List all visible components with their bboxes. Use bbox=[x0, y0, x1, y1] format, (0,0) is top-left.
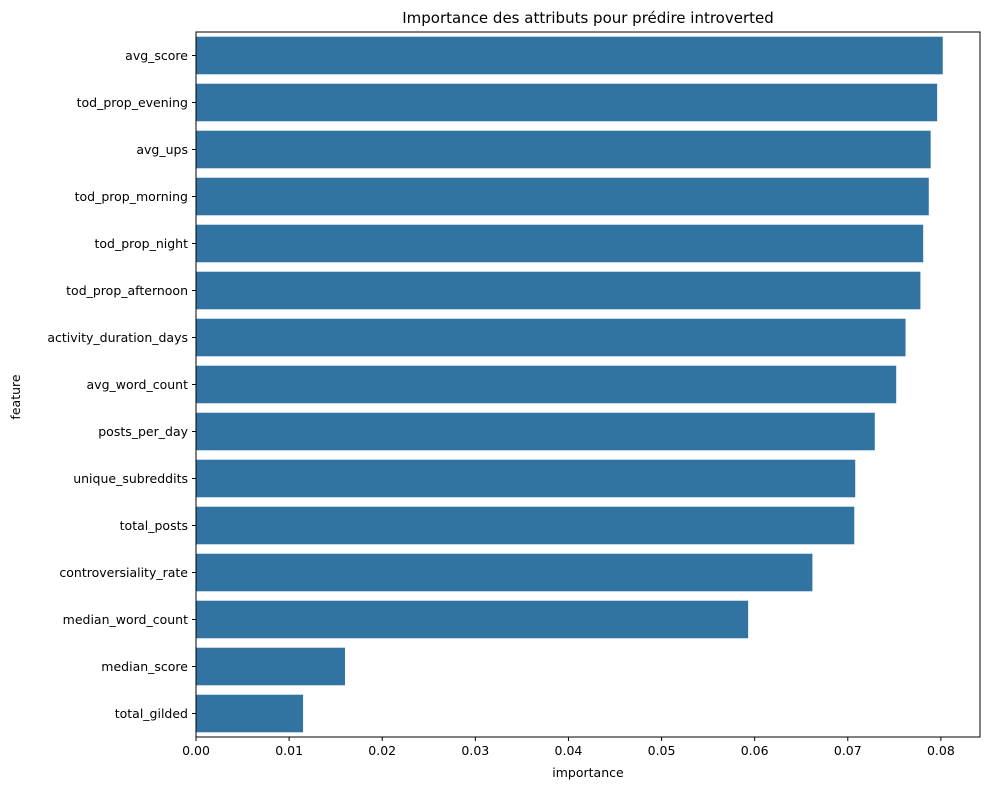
y-tick-label: tod_prop_evening bbox=[77, 95, 188, 110]
bar-activity-duration-days bbox=[196, 318, 906, 357]
bar-median-word-count bbox=[196, 600, 749, 639]
y-tick-label: unique_subreddits bbox=[73, 471, 188, 486]
y-tick-label: avg_score bbox=[125, 48, 188, 63]
y-tick-label: controversiality_rate bbox=[59, 565, 188, 580]
x-axis-label: importance bbox=[552, 765, 624, 780]
y-tick-label: avg_word_count bbox=[87, 377, 189, 392]
y-tick-labels: avg_score tod_prop_evening avg_ups tod_prop… bbox=[47, 48, 196, 721]
y-tick-label: posts_per_day bbox=[98, 424, 188, 439]
y-tick-label: total_gilded bbox=[115, 706, 188, 721]
y-tick-label: avg_ups bbox=[136, 142, 188, 157]
y-tick-label: tod_prop_afternoon bbox=[66, 283, 188, 298]
bar-median-score bbox=[196, 647, 345, 686]
bar-avg-ups bbox=[196, 130, 931, 169]
x-ticks: 0.00 0.01 0.02 0.03 0.04 0.05 0.06 0.07 0.08 bbox=[182, 737, 955, 758]
x-tick-label: 0.04 bbox=[555, 743, 583, 758]
x-tick-label: 0.07 bbox=[834, 743, 862, 758]
bar-tod-prop-night bbox=[196, 224, 924, 263]
bar-tod-prop-morning bbox=[196, 177, 929, 216]
x-tick-label: 0.05 bbox=[648, 743, 676, 758]
y-tick-label: tod_prop_night bbox=[94, 236, 188, 251]
plot-frame bbox=[195, 31, 981, 738]
y-tick-label: total_posts bbox=[120, 518, 188, 533]
bar-total-posts bbox=[196, 506, 855, 545]
bar-avg-word-count bbox=[196, 365, 897, 404]
bar-unique-subreddits bbox=[196, 459, 856, 498]
y-tick-label: median_word_count bbox=[63, 612, 188, 627]
y-tick-label: tod_prop_morning bbox=[75, 189, 188, 204]
bars-group bbox=[196, 36, 943, 733]
bar-avg-score bbox=[196, 36, 943, 75]
x-tick-label: 0.03 bbox=[461, 743, 489, 758]
bar-tod-prop-evening bbox=[196, 83, 938, 122]
bar-posts-per-day bbox=[196, 412, 875, 451]
bar-total-gilded bbox=[196, 694, 304, 733]
bar-controversiality-rate bbox=[196, 553, 813, 592]
y-tick-label: activity_duration_days bbox=[47, 330, 188, 345]
x-tick-label: 0.02 bbox=[368, 743, 396, 758]
x-tick-label: 0.00 bbox=[182, 743, 210, 758]
x-tick-label: 0.01 bbox=[275, 743, 303, 758]
chart-title: Importance des attributs pour prédire in… bbox=[402, 9, 774, 27]
x-tick-label: 0.08 bbox=[927, 743, 955, 758]
bar-tod-prop-afternoon bbox=[196, 271, 921, 310]
x-tick-label: 0.06 bbox=[741, 743, 769, 758]
y-axis-label: feature bbox=[8, 374, 23, 419]
y-tick-label: median_score bbox=[101, 659, 188, 674]
